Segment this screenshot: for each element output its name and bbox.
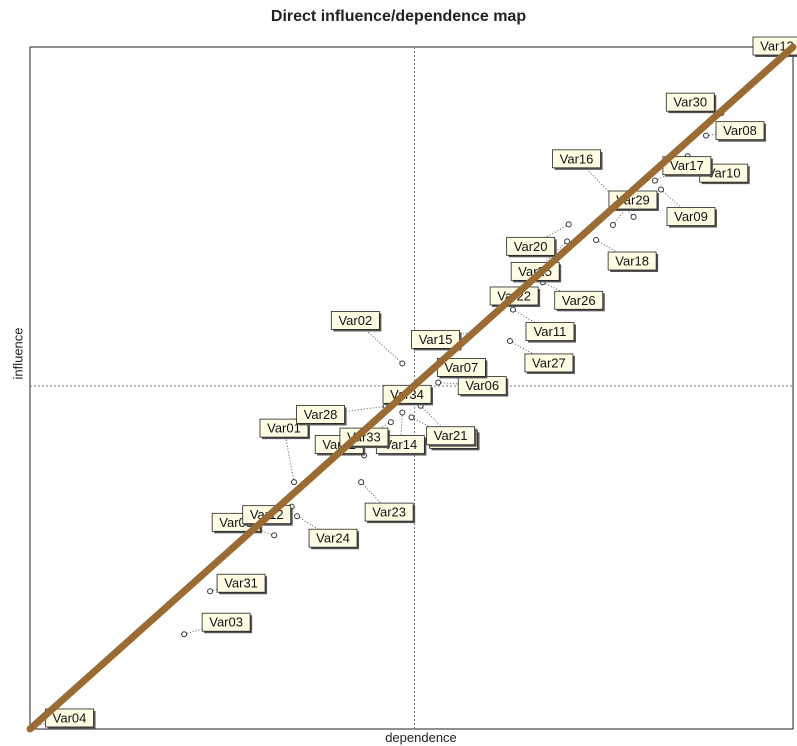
point-label-text: Var21: [434, 428, 468, 443]
point-var02: [399, 360, 406, 367]
point-var31: [207, 588, 214, 595]
label-box: [506, 236, 556, 256]
label-box: [216, 573, 266, 593]
point-var20: [565, 221, 572, 228]
point-var11: [509, 306, 516, 313]
point-var17: [651, 177, 658, 184]
label-var02: Var02: [330, 311, 382, 332]
point-label-text: Var01: [267, 421, 301, 436]
label-box: [426, 426, 476, 446]
point-label-text: Var07: [445, 360, 479, 375]
point-var18: [593, 237, 600, 244]
point-label-text: Var18: [615, 254, 649, 269]
point-label-text: Var30: [673, 95, 707, 110]
label-var31: Var31: [216, 573, 268, 595]
point-label-text: Var10: [707, 166, 741, 181]
connector-var18: [595, 239, 633, 262]
point-label-text: Var23: [372, 505, 406, 520]
connector-var23: [360, 481, 390, 513]
label-box: [552, 149, 601, 169]
connector-var11: [512, 309, 551, 332]
label-box: [554, 290, 604, 310]
point-label-text: Var02: [338, 313, 372, 328]
point-label-text: Var20: [514, 239, 548, 254]
label-box: [715, 121, 765, 141]
point-var23: [358, 479, 365, 486]
point-label-text: Var16: [560, 151, 594, 166]
label-box: [607, 251, 657, 271]
point-var33: [387, 419, 394, 426]
label-var18: Var18: [607, 251, 659, 273]
label-var15: Var15: [411, 329, 462, 351]
point-label-text: Var27: [532, 355, 566, 370]
point-label-text: Var26: [562, 293, 596, 308]
point-label-text: Var11: [534, 324, 567, 339]
point-var09: [658, 186, 665, 193]
point-var19: [408, 414, 415, 421]
label-box: [524, 353, 574, 373]
point-label-text: Var24: [316, 531, 350, 546]
point-label-text: Var04: [53, 710, 87, 725]
label-var21: Var21: [426, 426, 477, 447]
label-var23: Var23: [364, 502, 416, 524]
label-var20: Var20: [506, 236, 557, 258]
label-box: [411, 329, 460, 349]
connector-var24: [296, 515, 334, 539]
label-box: [525, 322, 575, 341]
point-label-text: Var06: [465, 378, 499, 393]
label-box: [665, 92, 715, 112]
point-var27: [506, 337, 513, 344]
diagonal-trend-line: [26, 43, 797, 733]
label-var04: Var04: [45, 708, 96, 729]
point-label-text: Var09: [674, 209, 708, 224]
point-label-text: Var17: [670, 158, 704, 173]
point-var08: [703, 132, 710, 139]
point-label-text: Var28: [304, 407, 338, 422]
label-var24: Var24: [308, 528, 360, 550]
label-box: [259, 418, 309, 438]
label-box: [666, 207, 716, 226]
point-var14: [399, 409, 406, 416]
plot-frame: [29, 46, 794, 730]
chart-title: Direct influence/dependence map: [270, 8, 527, 25]
label-box: [308, 528, 358, 548]
label-var01: Var01: [259, 418, 310, 440]
label-box: [296, 405, 345, 424]
label-var17: Var17: [662, 156, 713, 177]
label-var26: Var26: [554, 290, 605, 312]
label-var09: Var09: [666, 207, 718, 228]
label-var03: Var03: [201, 612, 253, 634]
point-var25: [564, 238, 571, 245]
point-var16: [630, 213, 637, 220]
label-var30: Var30: [665, 92, 717, 114]
label-var07: Var07: [436, 358, 488, 379]
label-var08: Var08: [715, 121, 767, 142]
label-var27: Var27: [524, 353, 575, 374]
point-label-text: Var15: [419, 332, 453, 347]
label-box: [364, 502, 414, 522]
point-var24: [294, 513, 301, 520]
point-var06: [435, 379, 442, 386]
point-var29: [609, 222, 616, 229]
point-var01: [290, 479, 297, 486]
point-label-text: Var08: [723, 123, 757, 138]
point-label-text: Var31: [224, 576, 258, 591]
point-var03: [181, 631, 188, 638]
x-axis-label: dependence: [385, 730, 457, 745]
label-var28: Var28: [296, 405, 347, 426]
label-var11: Var11: [525, 322, 576, 343]
point-label-text: Var03: [209, 615, 243, 630]
point-var05: [271, 532, 278, 539]
label-var06: Var06: [457, 376, 509, 397]
label-box: [330, 311, 380, 330]
point-label-text: Var14: [383, 437, 417, 452]
label-box: [201, 612, 251, 632]
label-var16: Var16: [552, 149, 603, 170]
connector-var21: [420, 405, 452, 437]
